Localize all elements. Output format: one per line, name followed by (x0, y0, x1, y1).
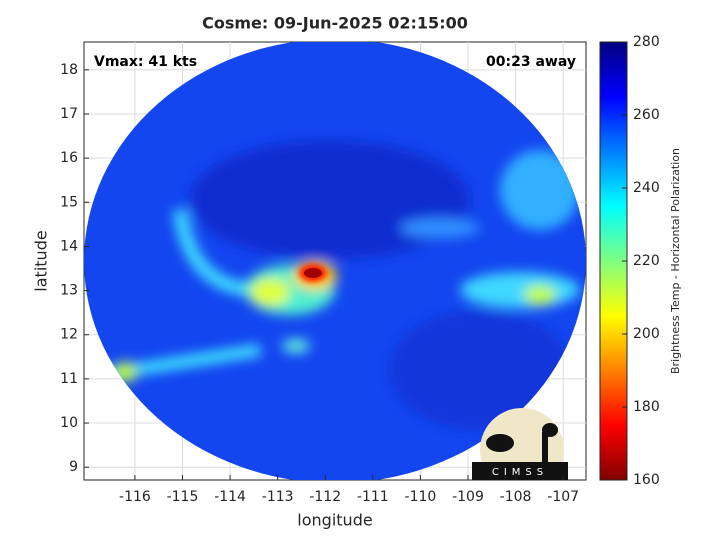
chart-title: Cosme: 09-Jun-2025 02:15:00 (202, 14, 468, 33)
x-tick-label: -110 (405, 489, 437, 505)
y-tick-label: 12 (60, 327, 78, 343)
x-tick-label: -113 (262, 489, 294, 505)
colorbar-tick-label: 280 (633, 34, 660, 50)
y-tick-label: 16 (60, 150, 78, 166)
x-tick-label: -111 (357, 489, 389, 505)
x-tick-label: -115 (167, 489, 199, 505)
colorbar-tick-label: 180 (633, 399, 660, 415)
y-tick-label: 11 (60, 371, 78, 387)
y-tick-label: 10 (60, 415, 78, 431)
colorbar-tick-label: 160 (633, 472, 660, 488)
y-tick-label: 18 (60, 62, 78, 78)
x-axis-label: longitude (297, 511, 372, 530)
annotation: 00:23 away (486, 54, 576, 70)
logo-text: CIMSS (492, 467, 548, 478)
x-tick-label: -116 (119, 489, 151, 505)
annotation: Vmax: 41 kts (94, 54, 197, 70)
y-axis-label: latitude (32, 230, 51, 291)
colorbar-tick-label: 200 (633, 326, 660, 342)
x-tick-label: -112 (309, 489, 341, 505)
y-tick-label: 9 (69, 459, 78, 475)
y-tick-label: 13 (60, 283, 78, 299)
y-tick-label: 14 (60, 238, 78, 254)
colorbar-tick-label: 220 (633, 253, 660, 269)
colorbar-tick-label: 260 (633, 107, 660, 123)
x-tick-label: -107 (547, 489, 579, 505)
imagery: CIMSS (84, 42, 586, 480)
logo: CIMSS (472, 408, 568, 480)
x-tick-label: -109 (452, 489, 484, 505)
y-tick-label: 15 (60, 194, 78, 210)
x-tick-label: -108 (500, 489, 532, 505)
colorbar-label: Brightness Temp - Horizontal Polarizatio… (669, 148, 682, 374)
y-tick-label: 17 (60, 106, 78, 122)
colorbar-tick-label: 240 (633, 180, 660, 196)
x-tick-label: -114 (214, 489, 246, 505)
